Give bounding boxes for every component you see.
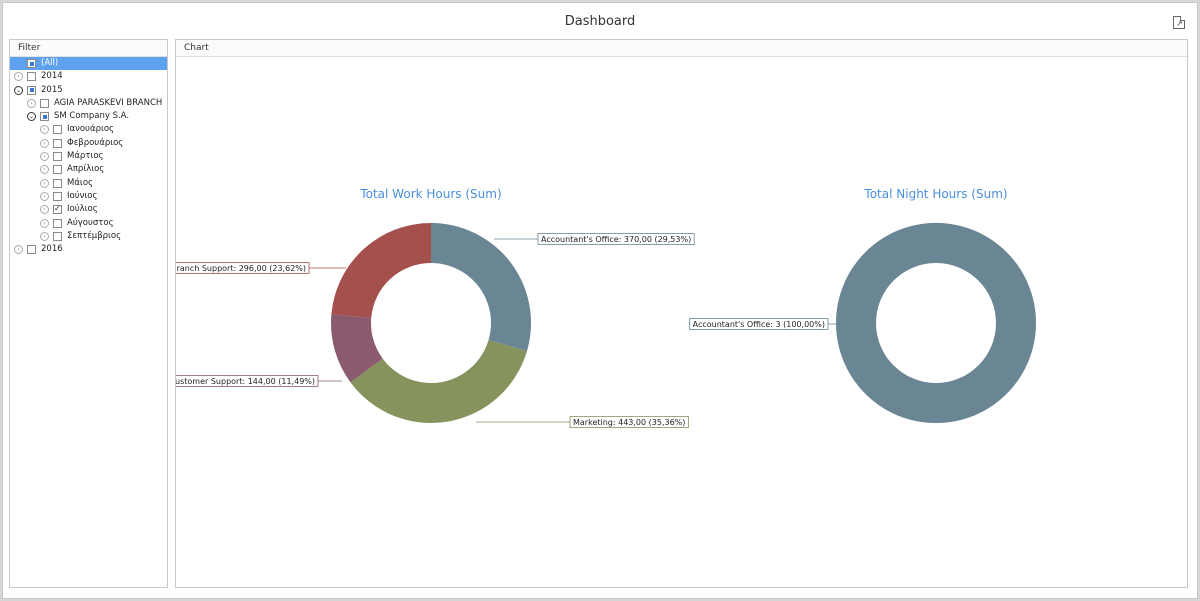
filter-item-label: Απρίλιος (67, 164, 105, 175)
filter-tree-item[interactable]: › Φεβρουάριος (10, 137, 167, 150)
slice-label: Accountant's Office: 370,00 (29,53%) (541, 235, 691, 244)
slice-label: Customer Support: 144,00 (11,49%) (176, 377, 315, 386)
filter-checkbox[interactable] (27, 72, 36, 82)
filter-checkbox[interactable] (53, 165, 62, 175)
filter-tree-item[interactable]: › 2016 (10, 243, 167, 256)
collapse-icon[interactable]: ⌄ (27, 112, 36, 122)
filter-item-label: Αύγουστος (67, 217, 114, 228)
filter-checkbox[interactable] (53, 231, 62, 241)
filter-item-label: Φεβρουάριος (67, 137, 124, 148)
filter-tree-item[interactable]: › AGIA PARASKEVI BRANCH (10, 97, 167, 110)
pie-slice[interactable] (331, 314, 383, 383)
expand-icon[interactable]: › (40, 178, 49, 188)
filter-tree-item[interactable]: › 2014 (10, 70, 167, 83)
expand-icon[interactable]: › (40, 191, 49, 201)
expand-icon[interactable]: › (14, 72, 23, 82)
chart-panel: Chart Total Work Hours (Sum) Accountant's… (175, 39, 1188, 588)
filter-item-label: 2014 (41, 71, 63, 82)
filter-item-label: Σεπτέμβριος (67, 230, 122, 241)
slice-label: Marketing: 443,00 (35,36%) (573, 418, 685, 427)
expand-icon[interactable]: › (40, 231, 49, 241)
filter-tree-item[interactable]: › Ιούνιος (10, 190, 167, 203)
pie-slice[interactable] (431, 223, 531, 352)
filter-header: Filter (10, 40, 167, 57)
expand-icon[interactable]: › (40, 205, 49, 215)
filter-tree-item[interactable]: (All) (10, 57, 167, 71)
filter-checkbox[interactable] (53, 138, 62, 148)
filter-item-label: (All) (41, 58, 59, 68)
filter-checkbox[interactable] (53, 204, 62, 215)
chart-title: Total Night Hours (Sum) (863, 187, 1007, 201)
filter-item-label: AGIA PARASKEVI BRANCH (54, 97, 163, 108)
slice-label: Branch Support: 296,00 (23,62%) (176, 264, 306, 273)
filter-checkbox[interactable] (53, 178, 62, 188)
filter-panel: Filter (All) › 2014 ⌄ 2015 › AGIA PARASKEVI BR… (9, 39, 168, 588)
filter-item-label: 2016 (41, 244, 63, 255)
filter-tree: (All) › 2014 ⌄ 2015 › AGIA PARASKEVI BRANCH ⌄ SM… (10, 57, 167, 256)
export-icon[interactable]: ↗ (1173, 16, 1185, 29)
expand-icon[interactable]: › (27, 98, 36, 108)
filter-item-label: Ιούλιος (67, 204, 98, 215)
filter-tree-item[interactable]: ⌄ 2015 (10, 84, 167, 97)
expand-icon[interactable]: › (40, 125, 49, 135)
expand-icon[interactable]: › (40, 218, 49, 228)
filter-tree-item[interactable]: › Αύγουστος (10, 217, 167, 230)
filter-checkbox[interactable] (53, 125, 62, 135)
filter-tree-item[interactable]: › Σεπτέμβριος (10, 230, 167, 243)
filter-checkbox[interactable] (40, 98, 49, 108)
filter-tree-item[interactable]: › Ιούλιος (10, 203, 167, 216)
filter-checkbox[interactable] (27, 59, 36, 68)
filter-item-label: Μάιος (67, 177, 94, 188)
collapse-icon[interactable]: ⌄ (14, 85, 23, 95)
filter-tree-item[interactable]: › Ιανουάριος (10, 123, 167, 136)
filter-item-label: 2015 (41, 84, 63, 95)
slice-label: Accountant's Office: 3 (100,00%) (693, 320, 825, 329)
filter-checkbox[interactable] (53, 218, 62, 228)
filter-checkbox[interactable] (27, 245, 36, 255)
pie-slice[interactable] (350, 339, 527, 423)
charts-canvas: Total Work Hours (Sum) Accountant's Offic… (176, 187, 1036, 428)
pie-slice[interactable] (836, 222, 1036, 424)
filter-checkbox[interactable] (53, 152, 62, 162)
filter-checkbox[interactable] (53, 191, 62, 201)
slice-label-box (689, 318, 829, 330)
expand-icon[interactable]: › (40, 138, 49, 148)
filter-tree-item[interactable]: › Απρίλιος (10, 163, 167, 176)
filter-tree-item[interactable]: ⌄ SM Company S.A. (10, 110, 167, 123)
slice-label-box (176, 262, 310, 274)
filter-tree-item[interactable]: › Μάρτιος (10, 150, 167, 163)
chart-header: Chart (176, 40, 1187, 57)
slice-label-box (176, 375, 319, 387)
expand-icon[interactable]: › (40, 165, 49, 175)
filter-item-label: Ιούνιος (67, 190, 98, 201)
expand-icon[interactable]: › (14, 245, 23, 255)
dashboard-title: Dashboard (564, 14, 636, 29)
filter-item-label: SM Company S.A. (54, 111, 130, 122)
slice-label-box (569, 416, 689, 428)
filter-tree-item[interactable]: › Μάιος (10, 177, 167, 190)
expand-icon[interactable]: › (40, 152, 49, 162)
filter-item-label: Ιανουάριος (67, 124, 115, 135)
slice-label-box (537, 233, 695, 245)
pie-slice[interactable] (331, 223, 431, 318)
filter-checkbox[interactable] (40, 112, 49, 122)
chart-title: Total Work Hours (Sum) (359, 187, 501, 201)
filter-checkbox[interactable] (27, 85, 36, 95)
filter-item-label: Μάρτιος (67, 151, 104, 162)
